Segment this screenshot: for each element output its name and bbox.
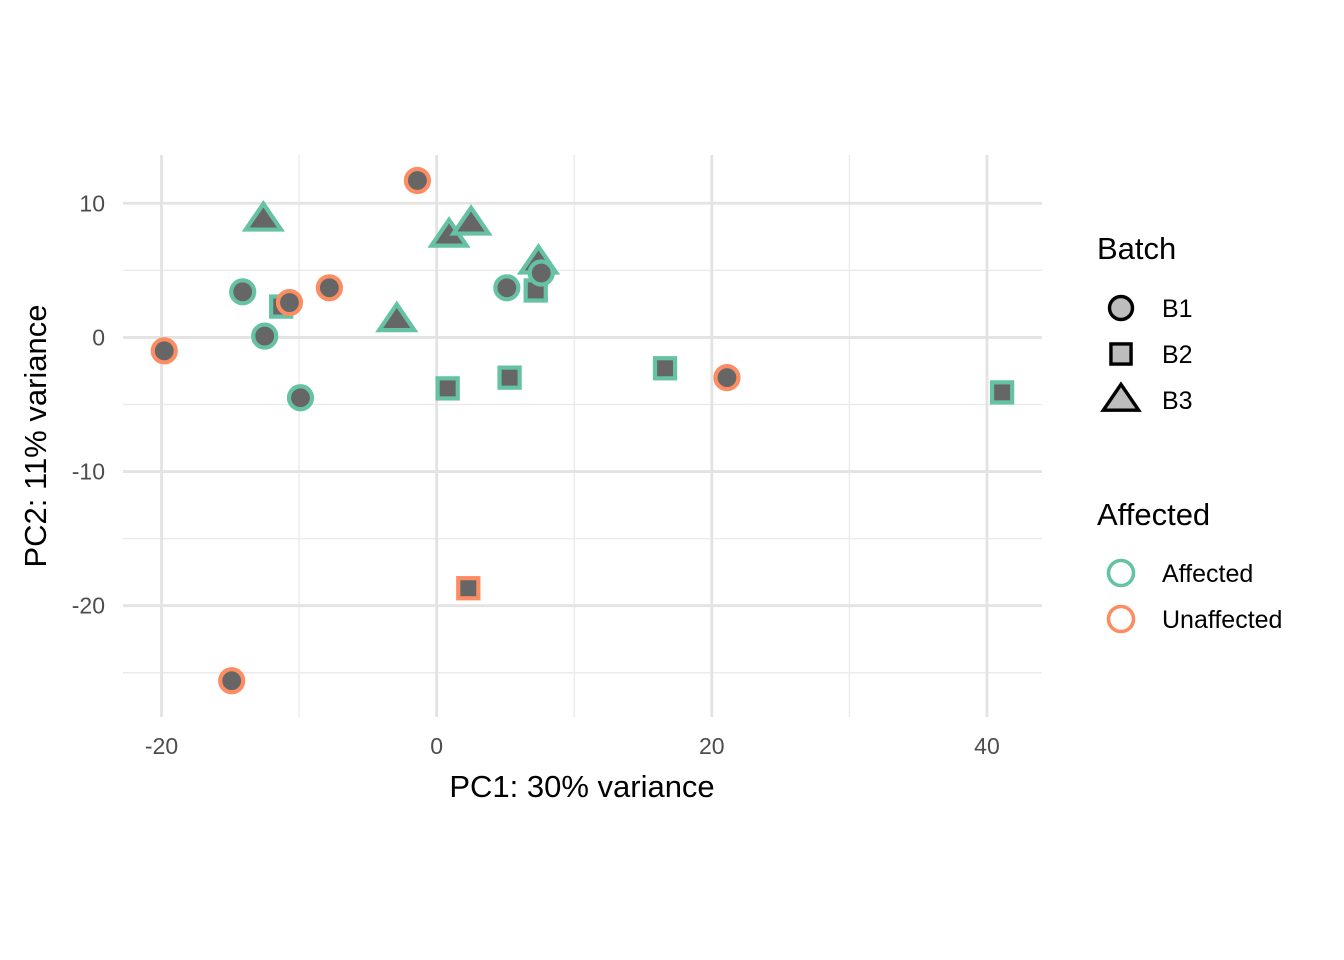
- data-point-triangle-affected: [375, 300, 419, 333]
- x-axis-title: PC1: 30% variance: [449, 769, 714, 804]
- points-layer: [150, 166, 1015, 695]
- legend-affected: Affected Affected Unaffected: [1097, 497, 1282, 634]
- data-point-square-unaffected: [456, 576, 481, 601]
- data-point-circle-affected: [286, 384, 315, 412]
- data-point-circle-affected: [527, 259, 555, 287]
- x-tick-label: 0: [430, 733, 443, 759]
- data-point-circle-unaffected: [275, 288, 304, 317]
- y-axis-ticks: 10 0 -10 -20: [72, 190, 105, 618]
- data-point-square-affected: [435, 376, 460, 401]
- legend-affected-label: Unaffected: [1162, 606, 1282, 634]
- data-point-triangle-affected: [241, 200, 285, 232]
- data-point-circle-unaffected: [315, 274, 343, 302]
- legend-batch: Batch B1 B2 B3: [1097, 231, 1193, 415]
- data-point-square-affected: [652, 356, 678, 381]
- legend-affected-key-circle: [1106, 604, 1136, 634]
- y-tick-label: 0: [92, 324, 105, 350]
- y-axis-title: PC2: 11% variance: [18, 304, 53, 567]
- legend-batch-key-circle: [1107, 294, 1135, 322]
- y-tick-label: -10: [72, 459, 105, 485]
- legend-affected-key-circle: [1106, 558, 1136, 588]
- grid-layer: [123, 155, 1042, 717]
- data-point-triangle-affected: [449, 204, 493, 236]
- legend-batch-key-square: [1109, 342, 1133, 366]
- legend-batch-label: B1: [1162, 295, 1193, 323]
- legend-batch-key-triangle: [1100, 381, 1142, 412]
- data-point-circle-affected: [251, 322, 279, 350]
- legend-batch-label: B2: [1162, 341, 1193, 369]
- legend-affected-title: Affected: [1097, 497, 1210, 532]
- legend-affected-label: Affected: [1162, 560, 1253, 588]
- legend-batch-label: B3: [1162, 387, 1193, 415]
- legend-batch-title: Batch: [1097, 231, 1176, 266]
- x-axis-ticks: -20 0 20 40: [145, 733, 1000, 759]
- x-tick-label: 20: [699, 733, 725, 759]
- data-point-circle-affected: [229, 278, 257, 306]
- x-tick-label: 40: [974, 733, 1000, 759]
- data-point-circle-unaffected: [150, 337, 178, 365]
- y-tick-label: -20: [72, 593, 105, 619]
- data-point-circle-unaffected: [713, 364, 741, 392]
- data-point-square-affected: [497, 365, 522, 390]
- data-point-square-affected: [989, 380, 1015, 405]
- x-tick-label: -20: [145, 733, 178, 759]
- data-point-circle-unaffected: [218, 667, 246, 695]
- y-tick-label: 10: [79, 190, 105, 216]
- data-point-circle-unaffected: [403, 166, 432, 195]
- data-point-circle-affected: [493, 274, 521, 302]
